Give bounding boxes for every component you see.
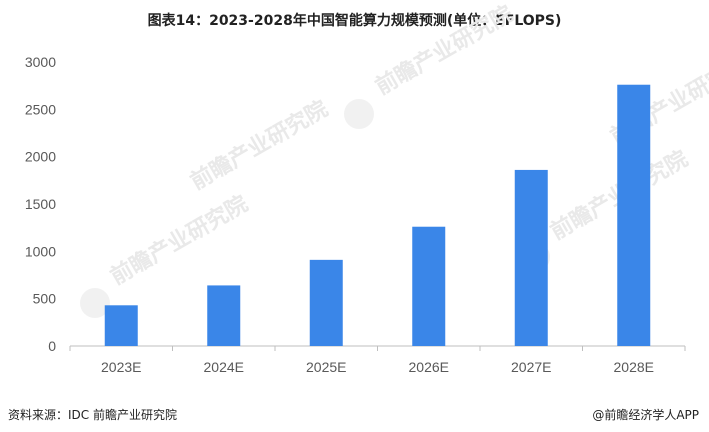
bar xyxy=(104,305,138,346)
x-tick-label: 2025E xyxy=(306,359,346,375)
watermark-text: 前瞻产业研究院 xyxy=(106,191,252,291)
y-tick-label: 0 xyxy=(48,338,56,354)
x-tick-label: 2027E xyxy=(511,359,551,375)
chart-title: 图表14：2023-2028年中国智能算力规模预测(单位：EFLOPS) xyxy=(147,13,562,29)
y-tick-label: 1500 xyxy=(25,196,56,212)
y-tick-label: 3000 xyxy=(25,54,56,70)
watermark-text: 前瞻产业研究院 xyxy=(186,96,332,196)
x-tick-label: 2028E xyxy=(614,359,654,375)
bar xyxy=(309,259,343,346)
source-note: 资料来源：IDC 前瞻产业研究院 xyxy=(8,408,177,422)
y-tick-label: 2500 xyxy=(25,101,56,117)
brand-label: @前瞻经济学人APP xyxy=(592,408,699,422)
bar xyxy=(412,226,446,346)
y-tick-label: 500 xyxy=(33,291,57,307)
x-tick-label: 2026E xyxy=(409,359,449,375)
y-tick-label: 2000 xyxy=(25,149,56,165)
x-tick-label: 2024E xyxy=(204,359,244,375)
bar xyxy=(207,285,241,346)
watermark-text: 前瞻产业研究院 xyxy=(371,1,517,101)
x-tick-label: 2023E xyxy=(101,359,141,375)
bar xyxy=(617,84,651,346)
bar xyxy=(514,169,548,346)
y-tick-label: 1000 xyxy=(25,243,56,259)
watermark-logo-icon xyxy=(344,99,374,129)
